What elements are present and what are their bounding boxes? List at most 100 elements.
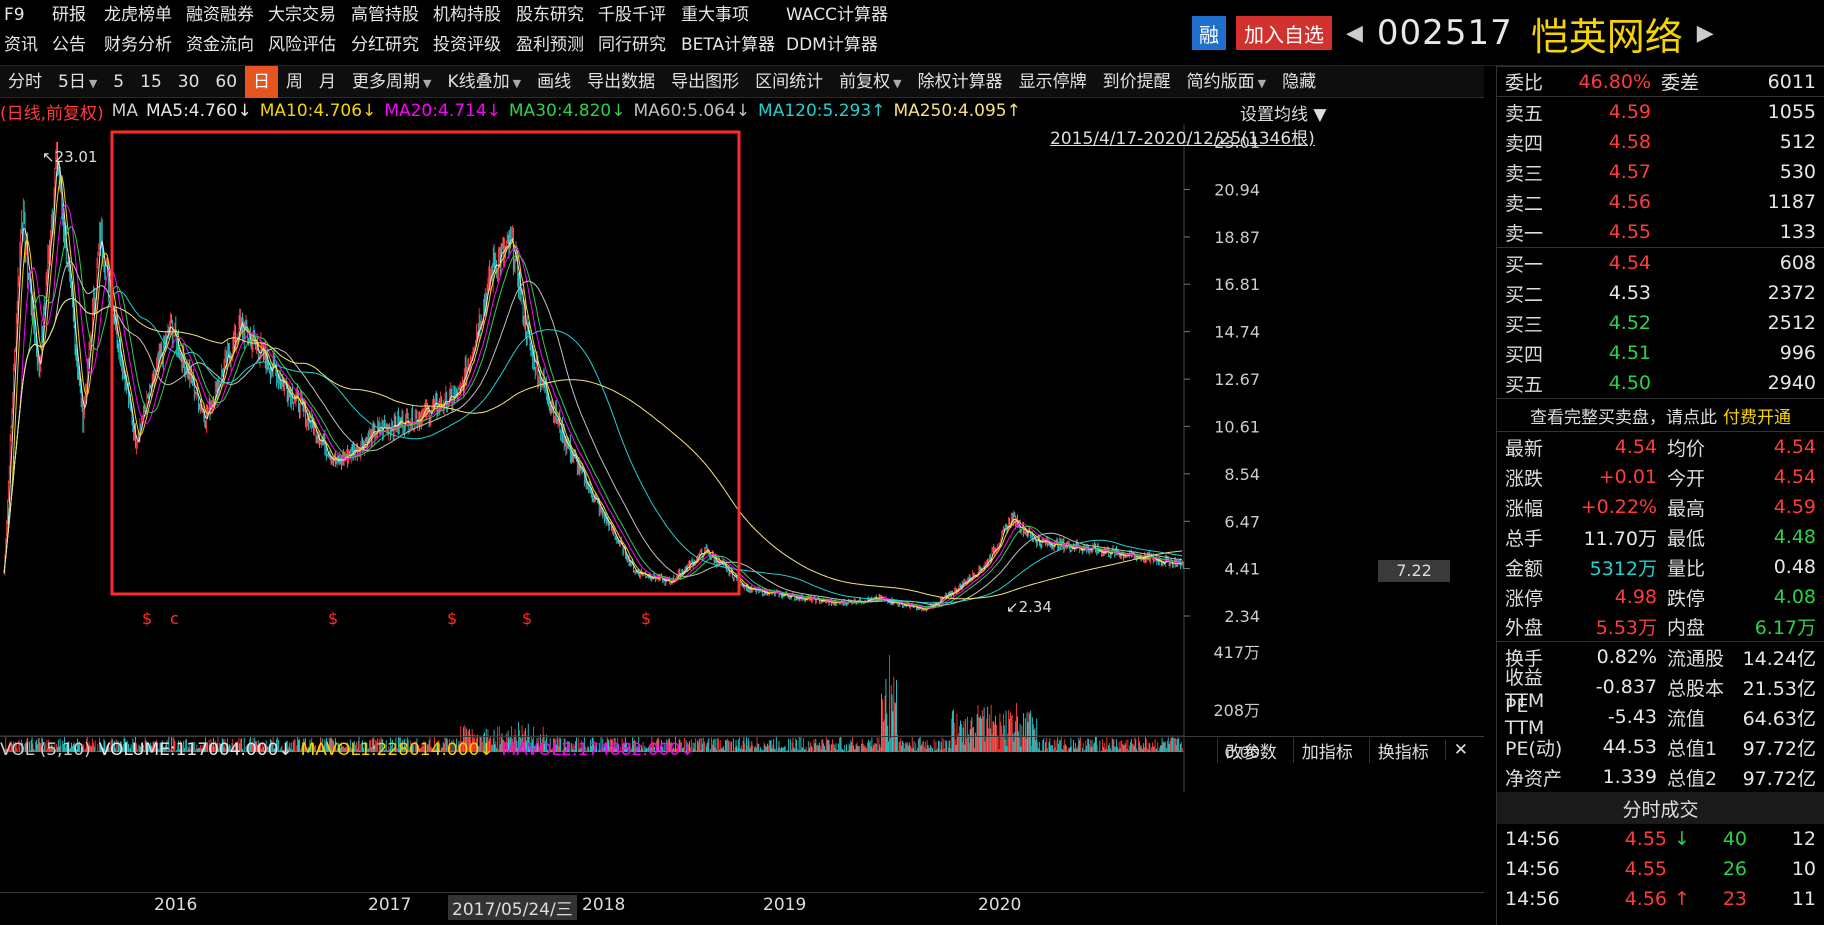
nav-item[interactable]: 融资融券 (186, 5, 254, 25)
toolbar-item[interactable]: 隐藏 (1274, 66, 1324, 98)
toolbar-item[interactable]: 5日 ▼ (50, 66, 105, 98)
add-watchlist-button[interactable]: 加入自选 (1236, 16, 1332, 50)
nav-item[interactable]: 投资评级 (433, 35, 501, 55)
volume-tool-button[interactable]: 加指标 (1292, 737, 1361, 763)
chevron-down-icon: ▼ (88, 76, 98, 90)
toolbar-item[interactable]: 除权计算器 (910, 66, 1011, 98)
nav-item[interactable]: 公告 (52, 35, 86, 55)
nav-item[interactable]: WACC计算器 (786, 5, 888, 25)
toolbar-item[interactable]: 区间统计 (747, 66, 831, 98)
buy-volume: 2372 (1767, 282, 1816, 304)
quote-value: 4.54 (1773, 466, 1816, 488)
toolbar-item[interactable]: 前复权 ▼ (831, 66, 909, 98)
nav-item[interactable]: 千股千评 (598, 5, 666, 25)
toolbar-item[interactable]: 30 (170, 66, 208, 98)
chart-toolbar: 分时 5日 ▼ 5 15 30 60 日周月更多周期 ▼ K线叠加 ▼ 画线 导出数据 导出图形 区间统计前… (0, 65, 1484, 98)
event-marker[interactable]: $ (142, 609, 152, 628)
buy-row: 买二 4.53 2372 (1497, 278, 1824, 308)
toolbar-item-label: 前复权 (839, 71, 891, 92)
kline-svg[interactable]: 23.01 20.94 18.87 16.81 14.74 12.67 10.61 8.54 6… (0, 124, 1484, 792)
ma20-value: MA20:4.714↓ (384, 101, 501, 121)
nav-item[interactable]: 盈利预测 (516, 35, 584, 55)
nav-item[interactable]: 机构持股 (433, 5, 501, 25)
volume-tool-button[interactable]: 换指标 (1368, 737, 1437, 763)
toolbar-item[interactable]: 导出数据 (579, 66, 663, 98)
price-tick-label: 18.87 (1214, 228, 1260, 247)
mavol2-value: MAVOL2:174882.000↓ (501, 739, 695, 760)
buy-row: 买四 4.51 996 (1497, 338, 1824, 368)
toolbar-item[interactable]: 日 (245, 65, 279, 98)
sell-level-label: 卖一 (1505, 222, 1544, 245)
quote-label: 内盘 (1667, 617, 1706, 639)
quote-value: 5312万 (1589, 557, 1657, 580)
toolbar-item[interactable]: 显示停牌 (1011, 66, 1095, 98)
nav-item[interactable]: 高管持股 (351, 5, 419, 25)
nav-item[interactable]: 大宗交易 (268, 5, 336, 25)
margin-badge[interactable]: 融 (1192, 16, 1226, 50)
quote-value: 1.339 (1602, 766, 1657, 788)
toolbar-item[interactable]: 导出图形 (663, 66, 747, 98)
event-marker[interactable]: $ (641, 609, 651, 628)
ma-setting-button[interactable]: 设置均线 ▼ (1240, 105, 1327, 125)
toolbar-item[interactable]: 分时 (0, 66, 50, 98)
nav-item[interactable]: DDM计算器 (786, 35, 878, 55)
toolbar-item[interactable]: 60 (207, 66, 245, 98)
sell-row: 卖四 4.58 512 (1497, 127, 1824, 157)
toolbar-item-label: 分时 (8, 71, 42, 92)
sell-row: 卖三 4.57 530 (1497, 157, 1824, 187)
nav-item[interactable]: 资讯 (4, 35, 38, 55)
chevron-down-icon: ▼ (893, 76, 902, 90)
toolbar-item[interactable]: 月 (311, 66, 344, 98)
toolbar-item-label: 月 (319, 71, 337, 92)
price-tick-label: 8.54 (1224, 465, 1260, 484)
nav-item[interactable]: 龙虎榜单 (104, 5, 172, 25)
nav-item[interactable]: 研报 (52, 5, 86, 25)
nav-item[interactable]: 风险评估 (268, 35, 336, 55)
event-marker[interactable]: $ (328, 609, 338, 628)
quote-value: 44.53 (1602, 736, 1657, 758)
nav-item[interactable]: BETA计算器 (681, 35, 776, 55)
event-marker[interactable]: $ (522, 609, 532, 628)
close-icon[interactable]: ✕ (1444, 740, 1476, 760)
toolbar-item[interactable]: K线叠加 ▼ (440, 66, 530, 98)
sell-volume: 512 (1779, 131, 1816, 153)
paid-banner[interactable]: 查看完整买卖盘，请点此 付费开通 (1497, 398, 1824, 432)
toolbar-item[interactable]: 画线 (529, 66, 579, 98)
toolbar-item[interactable]: 周 (278, 66, 311, 98)
volume-tool-button[interactable]: 改参数 (1216, 737, 1285, 763)
kline-chart[interactable]: 23.01 20.94 18.87 16.81 14.74 12.67 10.61 8.54 6… (0, 124, 1484, 792)
event-marker[interactable]: $ (447, 609, 457, 628)
quote-row: 最新 4.54 均价 4.54 (1497, 432, 1824, 462)
quote-row: 收益TTM -0.837 总股本 21.53亿 (1497, 667, 1824, 712)
toolbar-item[interactable]: 更多周期 ▼ (344, 66, 439, 98)
nav-item[interactable]: 分红研究 (351, 35, 419, 55)
nav-item[interactable]: 资金流向 (186, 35, 254, 55)
toolbar-item[interactable]: 简约版面 ▼ (1179, 66, 1274, 98)
ma60-line (3, 261, 1183, 606)
nav-item[interactable]: 股东研究 (516, 5, 584, 25)
nav-item[interactable]: F9 (4, 5, 25, 25)
paid-open-link[interactable]: 付费开通 (1723, 407, 1791, 428)
wc-value: 6011 (1767, 70, 1816, 93)
x-axis: 2016 2017 2018 2019 2020 2017/05/24/三 (0, 892, 1484, 920)
trade-row: 14:56 4.55 ↓ 40 12 (1497, 824, 1824, 854)
ma-prefix: (日线,前复权) (0, 103, 104, 124)
prev-stock-icon[interactable]: ◀ (1346, 20, 1363, 46)
nav-item[interactable]: 重大事项 (681, 5, 749, 25)
chevron-down-icon: ▼ (1257, 76, 1267, 90)
quote-label: 收益TTM (1505, 666, 1545, 712)
quote-value: 97.72亿 (1742, 767, 1816, 790)
toolbar-item[interactable]: 到价提醒 (1095, 66, 1179, 98)
toolbar-item[interactable]: 15 (132, 66, 170, 98)
ma5-line (3, 160, 1183, 610)
nav-item[interactable]: 同行研究 (598, 35, 666, 55)
next-stock-icon[interactable]: ▶ (1696, 20, 1714, 46)
wc-label: 委差 (1661, 72, 1700, 94)
nav-item[interactable]: 财务分析 (104, 35, 172, 55)
toolbar-item[interactable]: 5 (105, 66, 132, 98)
quote-value: +0.22% (1580, 496, 1657, 518)
sell-level-label: 卖四 (1505, 132, 1544, 155)
event-marker[interactable]: c (170, 609, 179, 628)
volume-bars (4, 655, 1184, 752)
quote-label: 总股本 (1667, 677, 1725, 700)
